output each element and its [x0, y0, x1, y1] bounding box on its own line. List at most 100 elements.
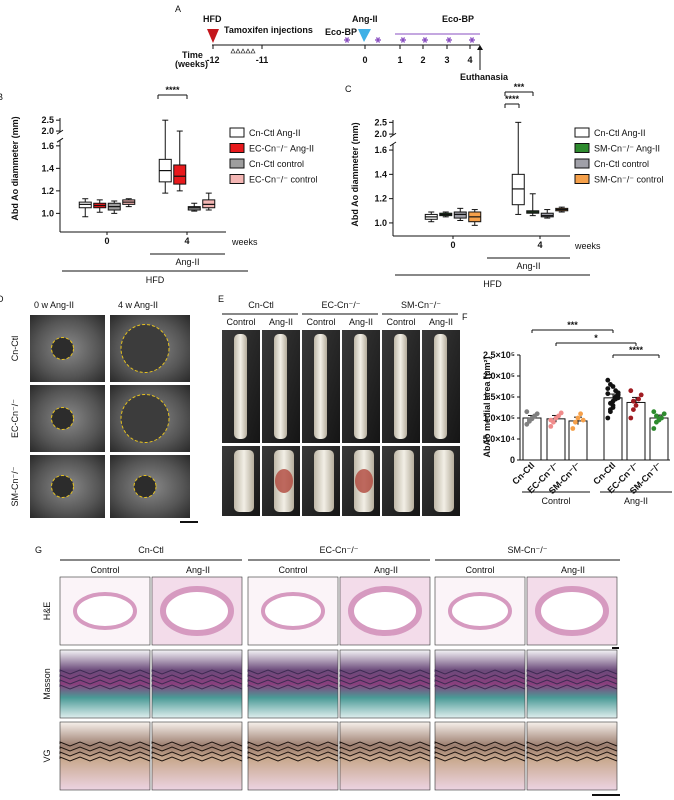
- panel-letter: C: [345, 84, 352, 94]
- y-tick-label: 1.0×10⁵: [483, 413, 515, 423]
- condition-header: Control: [465, 565, 494, 575]
- elastic-lamina: [151, 684, 243, 690]
- panel-letter: D: [0, 294, 4, 304]
- aorta-tissue: [394, 334, 407, 439]
- x-tick-label: 0: [450, 240, 455, 250]
- significance: ****: [629, 345, 644, 355]
- histology-image: [151, 649, 243, 719]
- group-label: Ang-II: [624, 496, 648, 506]
- timeline-tick: 4: [467, 55, 472, 65]
- x-tick-label: 4: [184, 236, 189, 246]
- elastic-lamina: [151, 756, 243, 762]
- legend-swatch: [229, 158, 245, 169]
- data-point: [638, 392, 644, 398]
- legend-swatch: [574, 174, 590, 184]
- data-point: [613, 388, 618, 394]
- data-point: [651, 426, 657, 431]
- legend-swatch: [229, 143, 245, 153]
- elastic-lamina: [434, 756, 526, 762]
- aorta-tissue: [314, 450, 334, 512]
- row-label: H&E: [42, 602, 52, 621]
- data-point: [575, 415, 581, 421]
- legend-label: SM-Cn⁻/⁻ control: [594, 175, 664, 185]
- y-tick-label: 1.6: [41, 141, 54, 151]
- data-point: [633, 403, 639, 408]
- condition-header: Ang-II: [561, 565, 585, 575]
- significance: ****: [505, 94, 520, 104]
- data-point: [661, 411, 667, 417]
- timeline-ecobp: Eco-BP: [442, 14, 474, 24]
- data-point: [605, 386, 611, 391]
- condition-header: Ang-II: [186, 565, 210, 575]
- group-header: Cn-Ctl: [248, 300, 274, 310]
- timeline-tamoxifen: Tamoxifen injections: [224, 25, 313, 35]
- data-point: [608, 400, 613, 406]
- timeline-hfd: HFD: [203, 14, 222, 24]
- data-point: [605, 391, 611, 397]
- aorta-tissue: [234, 334, 247, 439]
- elastic-lamina: [151, 679, 243, 685]
- elastic-lamina: [247, 746, 339, 752]
- data-point: [631, 398, 636, 404]
- elastic-lamina: [434, 669, 526, 675]
- significance: ***: [514, 82, 525, 92]
- y-tick-label: 1.4: [41, 163, 54, 173]
- y-axis-label: Abd Ao diammeter (mm): [350, 122, 360, 226]
- elastic-lamina: [526, 756, 618, 762]
- y-tick-label: 1.5×10⁵: [483, 392, 515, 402]
- condition-header: Ang-II: [429, 317, 453, 327]
- group-label: Control: [541, 496, 570, 506]
- elastic-lamina: [526, 674, 618, 680]
- elastic-lamina: [247, 684, 339, 690]
- data-point: [605, 377, 611, 383]
- data-point: [524, 409, 530, 415]
- elastic-lamina: [151, 741, 243, 747]
- data-point: [570, 426, 576, 431]
- histology-image: [59, 721, 151, 791]
- elastic-lamina: [434, 684, 526, 690]
- condition-header: Ang-II: [374, 565, 398, 575]
- elastic-lamina: [526, 741, 618, 747]
- data-point: [615, 395, 621, 401]
- vessel-wall: [73, 592, 137, 630]
- y-tick-label: 0: [510, 455, 515, 465]
- histology-image: [151, 721, 243, 791]
- lumen-outline: [51, 475, 74, 498]
- data-point: [636, 396, 641, 402]
- data-point: [548, 424, 554, 429]
- group-header: SM-Cn⁻/⁻: [507, 545, 547, 555]
- elastic-lamina: [151, 746, 243, 752]
- y-axis-label: AbAo medial area (μm²): [482, 356, 492, 457]
- data-point: [558, 410, 564, 416]
- elastic-lamina: [434, 679, 526, 685]
- y-tick-label: 2.0: [374, 129, 387, 139]
- legend-label: Cn-Ctl control: [249, 159, 304, 169]
- vessel-wall: [535, 586, 609, 636]
- y-tick-label: 1.4: [374, 169, 387, 179]
- timeline-tick: 0: [362, 55, 367, 65]
- column-header: 4 w Ang-II: [118, 300, 158, 310]
- row-label: SM-Cn⁻/⁻: [10, 466, 20, 506]
- histology-image: [526, 721, 618, 791]
- elastic-lamina: [151, 674, 243, 680]
- vessel-wall: [261, 592, 325, 630]
- bar: [626, 401, 646, 461]
- aorta-tissue: [434, 334, 447, 439]
- elastic-lamina: [526, 751, 618, 757]
- elastic-lamina: [247, 756, 339, 762]
- elastic-lamina: [59, 756, 151, 762]
- panel-letter: B: [0, 92, 3, 102]
- panel-letter: F: [462, 312, 468, 322]
- y-tick-label: 1.2: [41, 186, 54, 196]
- timeline-time: Time: [182, 50, 203, 60]
- group-header: EC-Cn⁻/⁻: [321, 300, 360, 310]
- timeline-euthanasia: Euthanasia: [460, 72, 509, 82]
- histology-image: [526, 649, 618, 719]
- histology-image: [434, 649, 526, 719]
- histology-image: [339, 649, 431, 719]
- legend-swatch: [574, 127, 590, 138]
- timeline-ecobp: Eco-BP: [325, 27, 357, 37]
- timeline-tick: 3: [444, 55, 449, 65]
- data-point: [548, 417, 554, 423]
